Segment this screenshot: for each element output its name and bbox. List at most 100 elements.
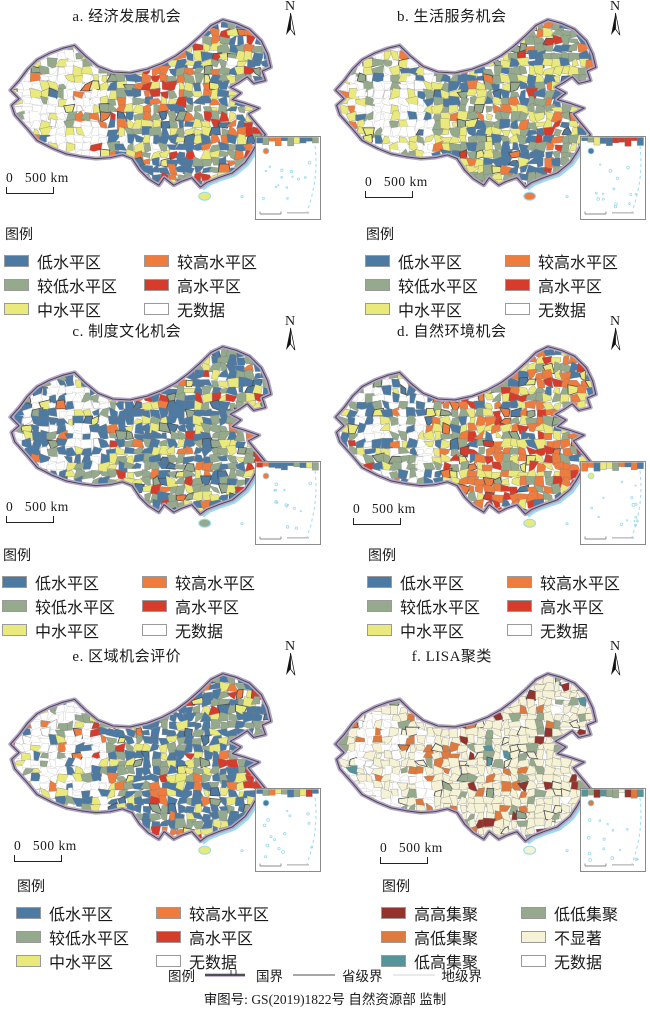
legend-label: 高水平区 xyxy=(175,600,240,617)
prefecture-boundary-symbol xyxy=(392,974,435,976)
scale-text: 0 500 km xyxy=(6,170,69,185)
legend-swatch xyxy=(505,303,530,315)
north-label: N xyxy=(609,639,621,654)
legend-item: 中水平区 xyxy=(367,618,507,642)
north-arrow-icon xyxy=(285,652,295,676)
legend-swatch xyxy=(2,600,27,612)
map-panel: a. 经济发展机会 N 0 500 km 图例 低水平区 较低水平区 中水平区 较高水… xyxy=(0,0,325,320)
legend-swatch xyxy=(365,279,390,291)
boundary-label-prefecture: 地级界 xyxy=(441,969,483,984)
scale-bar: 0 500 km xyxy=(14,838,100,862)
scale-text: 0 500 km xyxy=(14,838,77,853)
boundary-item-prefecture: 地级界 xyxy=(392,965,483,985)
map-panel: d. 自然环境机会 N 0 500 km 图例 低水平区 较低水平区 中水平区 较高水… xyxy=(325,315,650,642)
north-label: N xyxy=(284,0,296,14)
provincial-boundary-symbol xyxy=(293,974,335,976)
legend-title: 图例 xyxy=(366,228,394,243)
china-choropleth-map xyxy=(8,17,282,201)
north-arrow: N xyxy=(278,640,302,678)
scale-rule xyxy=(6,187,54,194)
legend-label: 低水平区 xyxy=(37,255,102,272)
legend-item: 较低水平区 xyxy=(16,925,156,949)
legend-label: 不显著 xyxy=(554,931,603,948)
legend-swatch xyxy=(16,907,41,919)
legend-label: 高水平区 xyxy=(177,279,242,296)
north-arrow-icon xyxy=(285,327,295,351)
panel-legend: 图例 高高集聚 高低集聚 低高集聚 低低集聚 不显著 无数据 xyxy=(381,876,650,973)
china-choropleth-map xyxy=(8,344,282,528)
legend-label: 中水平区 xyxy=(49,955,114,972)
legend-swatch xyxy=(156,931,181,943)
legend-label: 较低水平区 xyxy=(49,931,130,948)
legend-item: 较高水平区 xyxy=(156,901,325,925)
south-china-sea-inset xyxy=(255,136,321,220)
legend-label: 较高水平区 xyxy=(177,255,258,272)
legend-label: 高水平区 xyxy=(538,279,603,296)
legend-grid: 高高集聚 高低集聚 低高集聚 低低集聚 不显著 无数据 xyxy=(381,901,650,973)
legend-label: 无数据 xyxy=(554,955,603,972)
legend-label: 较高水平区 xyxy=(175,576,256,593)
south-china-sea-inset xyxy=(580,461,646,545)
scale-text: 0 500 km xyxy=(353,501,416,516)
map-panel: b. 生活服务机会 N 0 500 km 图例 低水平区 较低水平区 中水平区 较高水… xyxy=(325,0,650,320)
legend-swatch xyxy=(521,955,546,967)
scale-rule xyxy=(353,518,401,525)
legend-item: 较低水平区 xyxy=(365,273,505,297)
boundary-item-provincial: 省级界 xyxy=(292,965,383,985)
north-arrow: N xyxy=(603,639,627,678)
legend-item: 低水平区 xyxy=(16,901,156,925)
south-china-sea-inset xyxy=(580,788,646,872)
legend-label: 无数据 xyxy=(538,303,587,320)
legend-swatch xyxy=(144,255,169,267)
north-label: N xyxy=(284,314,296,329)
legend-label: 无数据 xyxy=(189,955,238,972)
legend-swatch xyxy=(505,279,530,291)
north-arrow-icon xyxy=(610,327,620,351)
map-panel: f. LISA聚类 N 0 500 km 图例 高高集聚 高低集聚 低高集聚 低低集聚… xyxy=(325,639,650,972)
north-arrow: N xyxy=(278,314,302,353)
legend-label: 低高集聚 xyxy=(414,955,479,972)
legend-swatch xyxy=(2,624,27,636)
legend-swatch xyxy=(144,303,169,315)
legend-item: 高水平区 xyxy=(507,594,650,618)
boundary-legend: 图例 国界 省级界 地级界 xyxy=(0,963,650,987)
legend-item: 中水平区 xyxy=(4,297,144,321)
scale-bar: 0 500 km xyxy=(365,174,451,198)
china-choropleth-map xyxy=(8,671,282,855)
legend-grid: 低水平区 较低水平区 中水平区 较高水平区 高水平区 无数据 xyxy=(2,570,325,642)
legend-item: 高水平区 xyxy=(505,273,650,297)
legend-item: 高低集聚 xyxy=(381,925,521,949)
legend-item: 较低水平区 xyxy=(4,273,144,297)
legend-swatch xyxy=(16,931,41,943)
legend-label: 中水平区 xyxy=(37,303,102,320)
scale-bar: 0 500 km xyxy=(353,501,439,525)
legend-grid: 低水平区 较低水平区 中水平区 较高水平区 高水平区 无数据 xyxy=(365,249,650,321)
legend-label: 无数据 xyxy=(540,624,589,641)
panel-title: b. 生活服务机会 xyxy=(396,9,507,25)
legend-item: 低高集聚 xyxy=(381,949,521,973)
north-arrow: N xyxy=(603,315,627,353)
legend-swatch xyxy=(367,624,392,636)
scale-rule xyxy=(365,191,413,198)
legend-label: 低水平区 xyxy=(398,255,463,272)
panel-title: f. LISA聚类 xyxy=(411,649,492,665)
panel-title: d. 自然环境机会 xyxy=(396,324,507,340)
scale-text: 0 500 km xyxy=(380,840,443,855)
panel-title: c. 制度文化机会 xyxy=(72,324,182,340)
north-arrow: N xyxy=(603,0,627,38)
legend-swatch xyxy=(521,931,546,943)
legend-item: 低水平区 xyxy=(365,249,505,273)
legend-title: 图例 xyxy=(368,549,396,564)
scale-rule xyxy=(6,516,54,523)
legend-swatch xyxy=(505,255,530,267)
legend-item: 较低水平区 xyxy=(2,594,142,618)
south-china-sea-inset xyxy=(255,788,321,872)
panel-title: a. 经济发展机会 xyxy=(72,9,182,25)
legend-item: 较高水平区 xyxy=(505,249,650,273)
legend-swatch xyxy=(4,255,29,267)
scale-rule xyxy=(14,855,62,862)
legend-label: 中水平区 xyxy=(400,624,465,641)
legend-swatch xyxy=(156,955,181,967)
map-approval-text: 审图号: GS(2019)1822号 自然资源部 监制 xyxy=(203,992,447,1007)
legend-swatch xyxy=(142,576,167,588)
